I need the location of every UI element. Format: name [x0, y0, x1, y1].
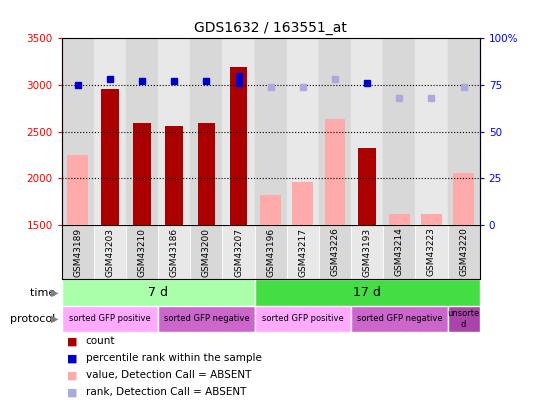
Text: sorted GFP negative: sorted GFP negative — [356, 314, 442, 324]
Title: GDS1632 / 163551_at: GDS1632 / 163551_at — [194, 21, 347, 35]
Bar — [255, 306, 351, 332]
Bar — [415, 225, 448, 279]
Bar — [287, 38, 319, 225]
Bar — [383, 225, 415, 279]
Bar — [453, 173, 474, 225]
Bar — [415, 38, 448, 225]
Text: GSM43193: GSM43193 — [363, 228, 371, 277]
Bar — [62, 225, 94, 279]
Text: sorted GFP positive: sorted GFP positive — [69, 314, 151, 324]
Text: GSM43196: GSM43196 — [266, 228, 275, 277]
Bar — [222, 225, 255, 279]
Text: GSM43223: GSM43223 — [427, 228, 436, 276]
Bar — [190, 225, 222, 279]
Bar — [222, 38, 255, 225]
Text: GSM43200: GSM43200 — [202, 228, 211, 277]
Text: 17 d: 17 d — [353, 286, 381, 299]
Bar — [325, 119, 345, 225]
Text: percentile rank within the sample: percentile rank within the sample — [86, 353, 262, 363]
Text: GSM43214: GSM43214 — [395, 228, 404, 276]
Text: GSM43207: GSM43207 — [234, 228, 243, 277]
Text: unsorte
d: unsorte d — [448, 309, 480, 328]
Text: ■: ■ — [67, 336, 78, 346]
Bar — [287, 225, 319, 279]
Text: GSM43217: GSM43217 — [299, 228, 307, 277]
Text: GSM43220: GSM43220 — [459, 228, 468, 276]
Text: protocol: protocol — [10, 314, 59, 324]
Text: GSM43186: GSM43186 — [170, 228, 178, 277]
Text: ▶: ▶ — [51, 288, 59, 298]
Text: ▶: ▶ — [51, 314, 59, 324]
Text: GSM43189: GSM43189 — [73, 228, 82, 277]
Bar — [94, 225, 126, 279]
Text: ■: ■ — [67, 370, 78, 380]
Bar — [101, 89, 119, 225]
Bar — [448, 225, 480, 279]
Text: sorted GFP negative: sorted GFP negative — [163, 314, 249, 324]
Text: count: count — [86, 336, 115, 346]
Text: rank, Detection Call = ABSENT: rank, Detection Call = ABSENT — [86, 387, 246, 397]
Bar — [158, 306, 255, 332]
Bar — [319, 225, 351, 279]
Bar — [68, 155, 88, 225]
Bar — [158, 38, 190, 225]
Bar — [255, 225, 287, 279]
Text: GSM43210: GSM43210 — [138, 228, 146, 277]
Bar — [198, 123, 215, 225]
Bar — [62, 306, 158, 332]
Bar — [448, 38, 480, 225]
Text: ■: ■ — [67, 387, 78, 397]
Bar — [94, 38, 126, 225]
Bar — [230, 67, 248, 225]
Bar — [190, 38, 222, 225]
Bar — [319, 38, 351, 225]
Bar — [133, 123, 151, 225]
Text: sorted GFP positive: sorted GFP positive — [262, 314, 344, 324]
Bar — [351, 38, 383, 225]
Text: value, Detection Call = ABSENT: value, Detection Call = ABSENT — [86, 370, 251, 380]
Bar — [165, 126, 183, 225]
Bar — [255, 279, 480, 306]
Text: ■: ■ — [67, 353, 78, 363]
Bar — [126, 38, 158, 225]
Text: time: time — [30, 288, 59, 298]
Bar — [260, 195, 281, 225]
Bar — [359, 148, 376, 225]
Bar — [383, 38, 415, 225]
Bar — [421, 213, 442, 225]
Bar — [351, 306, 448, 332]
Bar — [158, 225, 190, 279]
Bar — [448, 306, 480, 332]
Bar — [255, 38, 287, 225]
Bar — [126, 225, 158, 279]
Bar — [293, 182, 313, 225]
Text: 7 d: 7 d — [148, 286, 168, 299]
Text: GSM43203: GSM43203 — [106, 228, 114, 277]
Bar — [351, 225, 383, 279]
Bar — [62, 279, 255, 306]
Text: GSM43226: GSM43226 — [331, 228, 339, 276]
Bar — [389, 213, 410, 225]
Bar — [62, 38, 94, 225]
